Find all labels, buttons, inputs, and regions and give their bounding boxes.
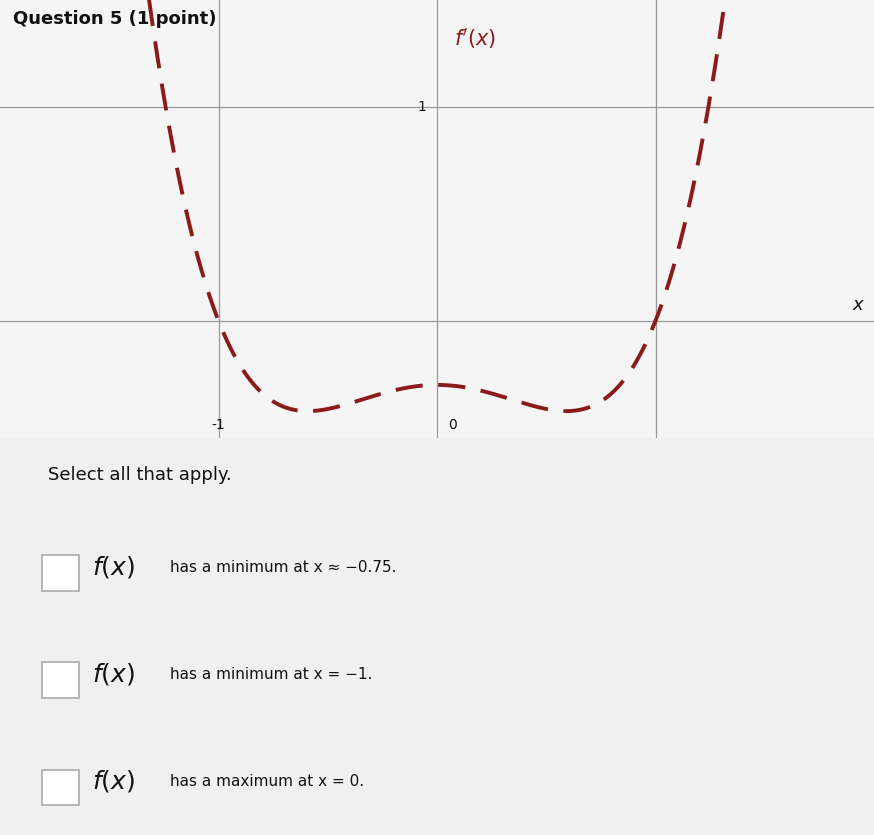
Bar xyxy=(42,662,79,698)
Text: Select all that apply.: Select all that apply. xyxy=(48,466,232,484)
Text: $f'(x)$: $f'(x)$ xyxy=(454,26,496,51)
Text: x: x xyxy=(852,296,864,314)
Text: has a minimum at x ≈ −0.75.: has a minimum at x ≈ −0.75. xyxy=(170,559,397,574)
Text: $f(x)$: $f(x)$ xyxy=(92,768,135,794)
Text: has a minimum at x = −1.: has a minimum at x = −1. xyxy=(170,667,373,682)
Text: -1: -1 xyxy=(212,418,225,432)
Text: has a maximum at x = 0.: has a maximum at x = 0. xyxy=(170,774,364,789)
Bar xyxy=(42,555,79,591)
Text: $f(x)$: $f(x)$ xyxy=(92,661,135,687)
Text: 1: 1 xyxy=(417,100,427,114)
Bar xyxy=(42,770,79,805)
Text: $f(x)$: $f(x)$ xyxy=(92,554,135,580)
Text: Question 5 (1 point): Question 5 (1 point) xyxy=(13,10,217,28)
Text: 0: 0 xyxy=(448,418,457,432)
